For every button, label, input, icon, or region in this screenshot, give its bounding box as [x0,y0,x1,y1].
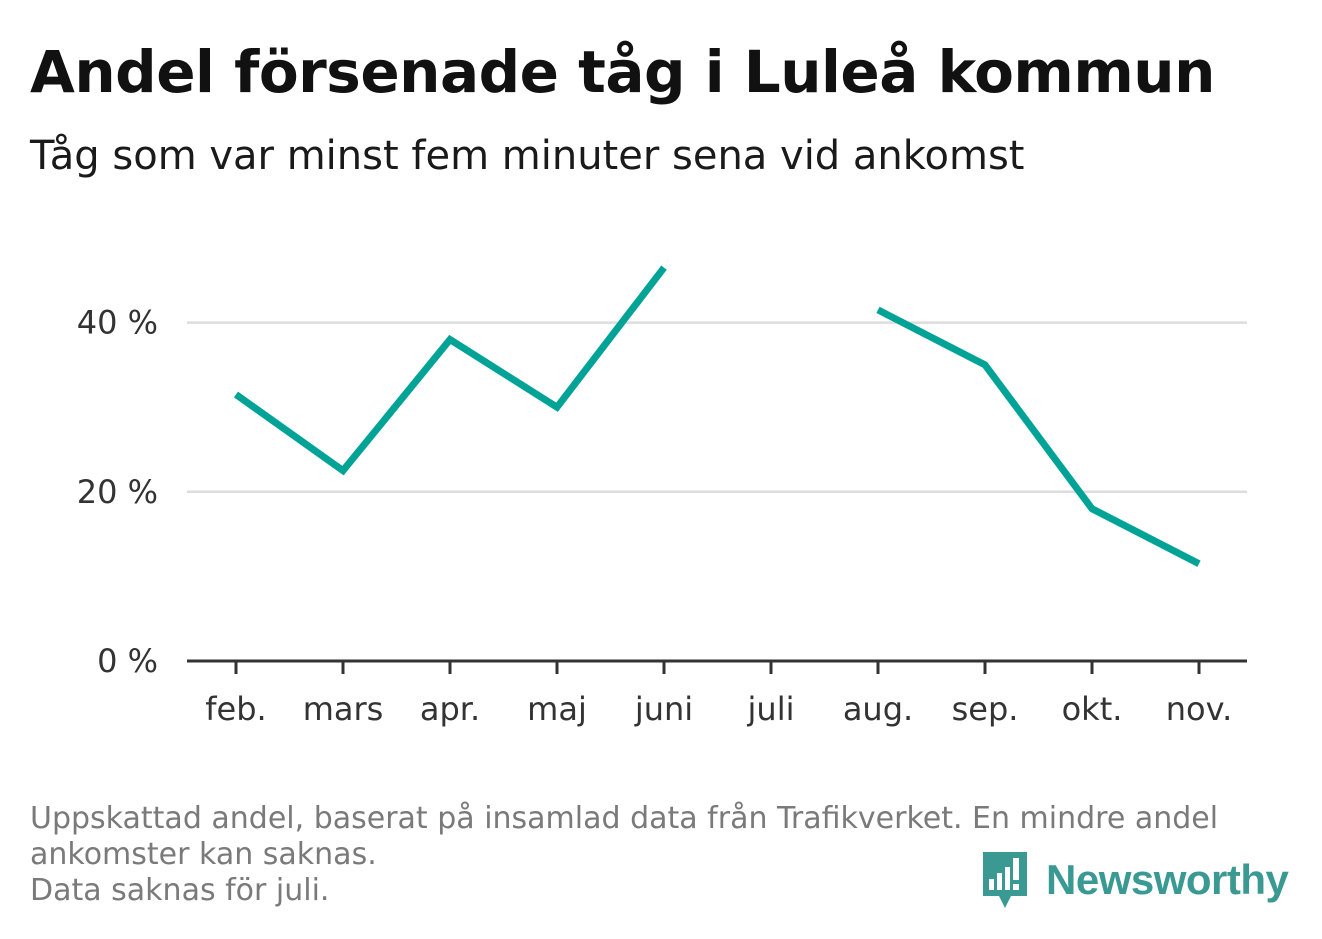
footnote-line-2: ankomster kan saknas. [30,837,377,872]
x-tick-label: sep. [952,690,1019,728]
y-tick-label: 20 % [77,473,158,511]
x-tick-label: okt. [1062,690,1123,728]
newsworthy-logo-icon [983,852,1027,908]
footnote-line-3: Data saknas för juli. [30,873,330,908]
x-tick-label: maj [527,690,587,728]
chart-subtitle: Tåg som var minst fem minuter sena vid a… [30,133,1025,179]
chart-title: Andel försenade tåg i Luleå kommun [30,38,1215,106]
footnote-line-1: Uppskattad andel, baserat på insamlad da… [30,801,1219,836]
series-line-segment [876,306,1201,567]
footnote: Uppskattad andel, baserat på insamlad da… [30,801,1280,909]
x-tick-label: feb. [205,690,266,728]
series-line-segment [233,265,667,476]
x-tick-label: juli [747,690,795,728]
brand-name: Newsworthy [1046,856,1289,903]
y-tick-label: 0 % [97,642,158,680]
x-tick-label: juni [634,690,693,728]
series-lines [233,265,1201,567]
x-axis-tick-labels: feb. mars apr. maj juni juli aug. sep. okt. nov. [205,690,1232,728]
x-tick-label: mars [303,690,384,728]
x-axis [187,659,1247,674]
x-tick-label: aug. [843,690,913,728]
x-tick-label: apr. [420,690,480,728]
grid-lines [187,321,1247,494]
line-chart: 0 % 20 % 40 % feb. mars apr. maj juni juli aug. s… [77,265,1247,728]
y-axis-tick-labels: 0 % 20 % 40 % [77,304,158,680]
newsworthy-logo: Newsworthy [980,848,1289,912]
y-tick-label: 40 % [77,304,158,342]
x-tick-label: nov. [1166,690,1232,728]
